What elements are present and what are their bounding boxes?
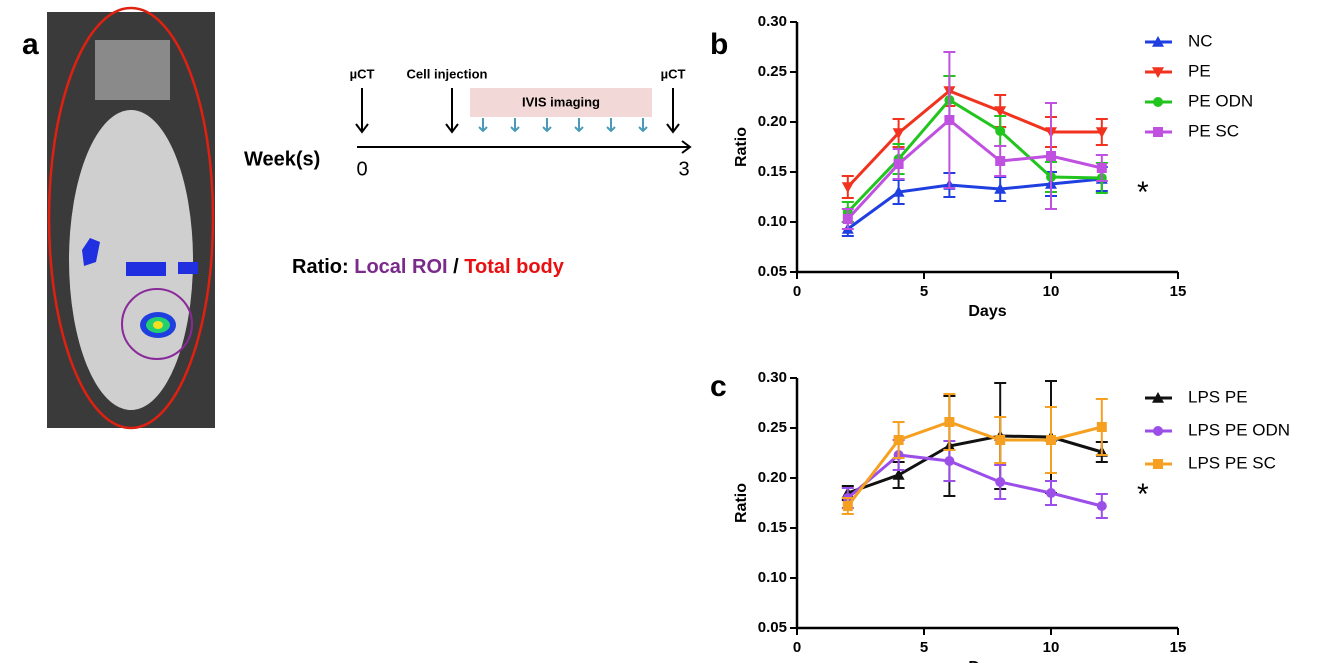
x-tick-label: 0 [793,283,801,300]
y-tick-label: 0.30 [758,369,787,386]
marker [1153,426,1163,436]
marker [1152,67,1164,78]
axes [795,22,1178,274]
y-tick-label: 0.05 [758,619,787,636]
marker [995,156,1006,166]
event-label: µCT [661,66,686,81]
x-tick-label: 15 [1170,283,1187,300]
separator: / [453,256,459,278]
imaging-arrows [478,118,648,133]
ratio-formula: Ratio: Local ROI / Total body [292,256,565,278]
event-arrows [355,88,692,154]
marker [995,126,1006,136]
marker [842,214,853,224]
series-line [846,177,1102,231]
timeline-start: 0 [356,158,367,180]
annotation: * [1137,478,1149,511]
marker [1096,501,1107,511]
x-tick-label: 5 [920,639,928,656]
imaging-window [470,88,652,117]
y-tick-label: 0.30 [758,13,787,30]
y-tick-label: 0.05 [758,263,787,280]
y-axis-label: Ratio [733,127,750,167]
annotation: * [1137,176,1149,209]
x-tick-label: 15 [1170,639,1187,656]
legend-label: PE SC [1188,121,1239,140]
imaging-label: IVIS imaging [522,94,600,109]
x-axis-label: Days [968,659,1006,663]
marker [1095,127,1108,138]
y-tick-label: 0.15 [758,163,787,180]
marker [841,182,854,193]
y-axis-label: Ratio [733,483,750,523]
marker [944,456,955,466]
numerator: Local ROI [354,256,447,278]
legend-label: NC [1188,31,1213,50]
series-line [846,98,1102,214]
panel-label: b [710,28,728,61]
marker [892,128,905,139]
legend-label: LPS PE [1188,387,1248,406]
signal [82,238,100,266]
body-ellipse [47,6,215,430]
marker [1046,435,1056,445]
y-tick-label: 0.20 [758,113,787,130]
x-axis-label: Days [968,303,1006,320]
marker [995,477,1006,487]
series-line [846,420,1103,507]
legend-label: PE ODN [1188,91,1253,110]
x-tick-label: 10 [1043,639,1060,656]
marker [1152,36,1164,47]
series-line [846,89,1102,189]
marker [1096,163,1107,173]
signal [153,321,163,329]
ratio-label: Ratio: [292,256,349,278]
series-line [847,434,1103,495]
denominator: Total body [464,256,564,278]
y-tick-label: 0.25 [758,419,787,436]
y-tick-label: 0.25 [758,63,787,80]
y-tick-label: 0.15 [758,519,787,536]
nose-cone [95,40,170,100]
marker [893,159,904,169]
marker [944,417,955,427]
marker [1153,97,1163,107]
marker [1152,392,1164,403]
marker [1046,488,1056,498]
y-tick-label: 0.20 [758,469,787,486]
event-label: µCT [350,66,375,81]
x-tick-label: 5 [920,283,928,300]
y-tick-label: 0.10 [758,213,787,230]
x-tick-label: 10 [1043,283,1060,300]
panel-label: a [22,28,39,61]
legend-label: PE [1188,61,1211,80]
series-line [846,453,1103,508]
marker [893,435,904,445]
timeline-axis-label: Week(s) [244,148,320,170]
legend-label: LPS PE SC [1188,453,1276,472]
signal [126,262,198,276]
marker [892,186,905,197]
marker [1096,422,1107,432]
marker [994,183,1007,194]
marker [1153,459,1163,469]
marker [1153,127,1163,137]
x-tick-label: 0 [793,639,801,656]
marker [1046,151,1056,161]
axes [795,378,1178,630]
marker [892,469,905,480]
panel-label: c [710,370,727,403]
roi-circle [121,288,193,360]
marker [944,115,955,125]
marker [995,435,1006,445]
y-tick-label: 0.10 [758,569,787,586]
event-label: Cell injection [407,66,488,81]
series-line [846,118,1103,221]
marker [842,501,853,511]
marker [994,106,1007,117]
legend-label: LPS PE ODN [1188,420,1290,439]
timeline-end: 3 [678,158,689,180]
